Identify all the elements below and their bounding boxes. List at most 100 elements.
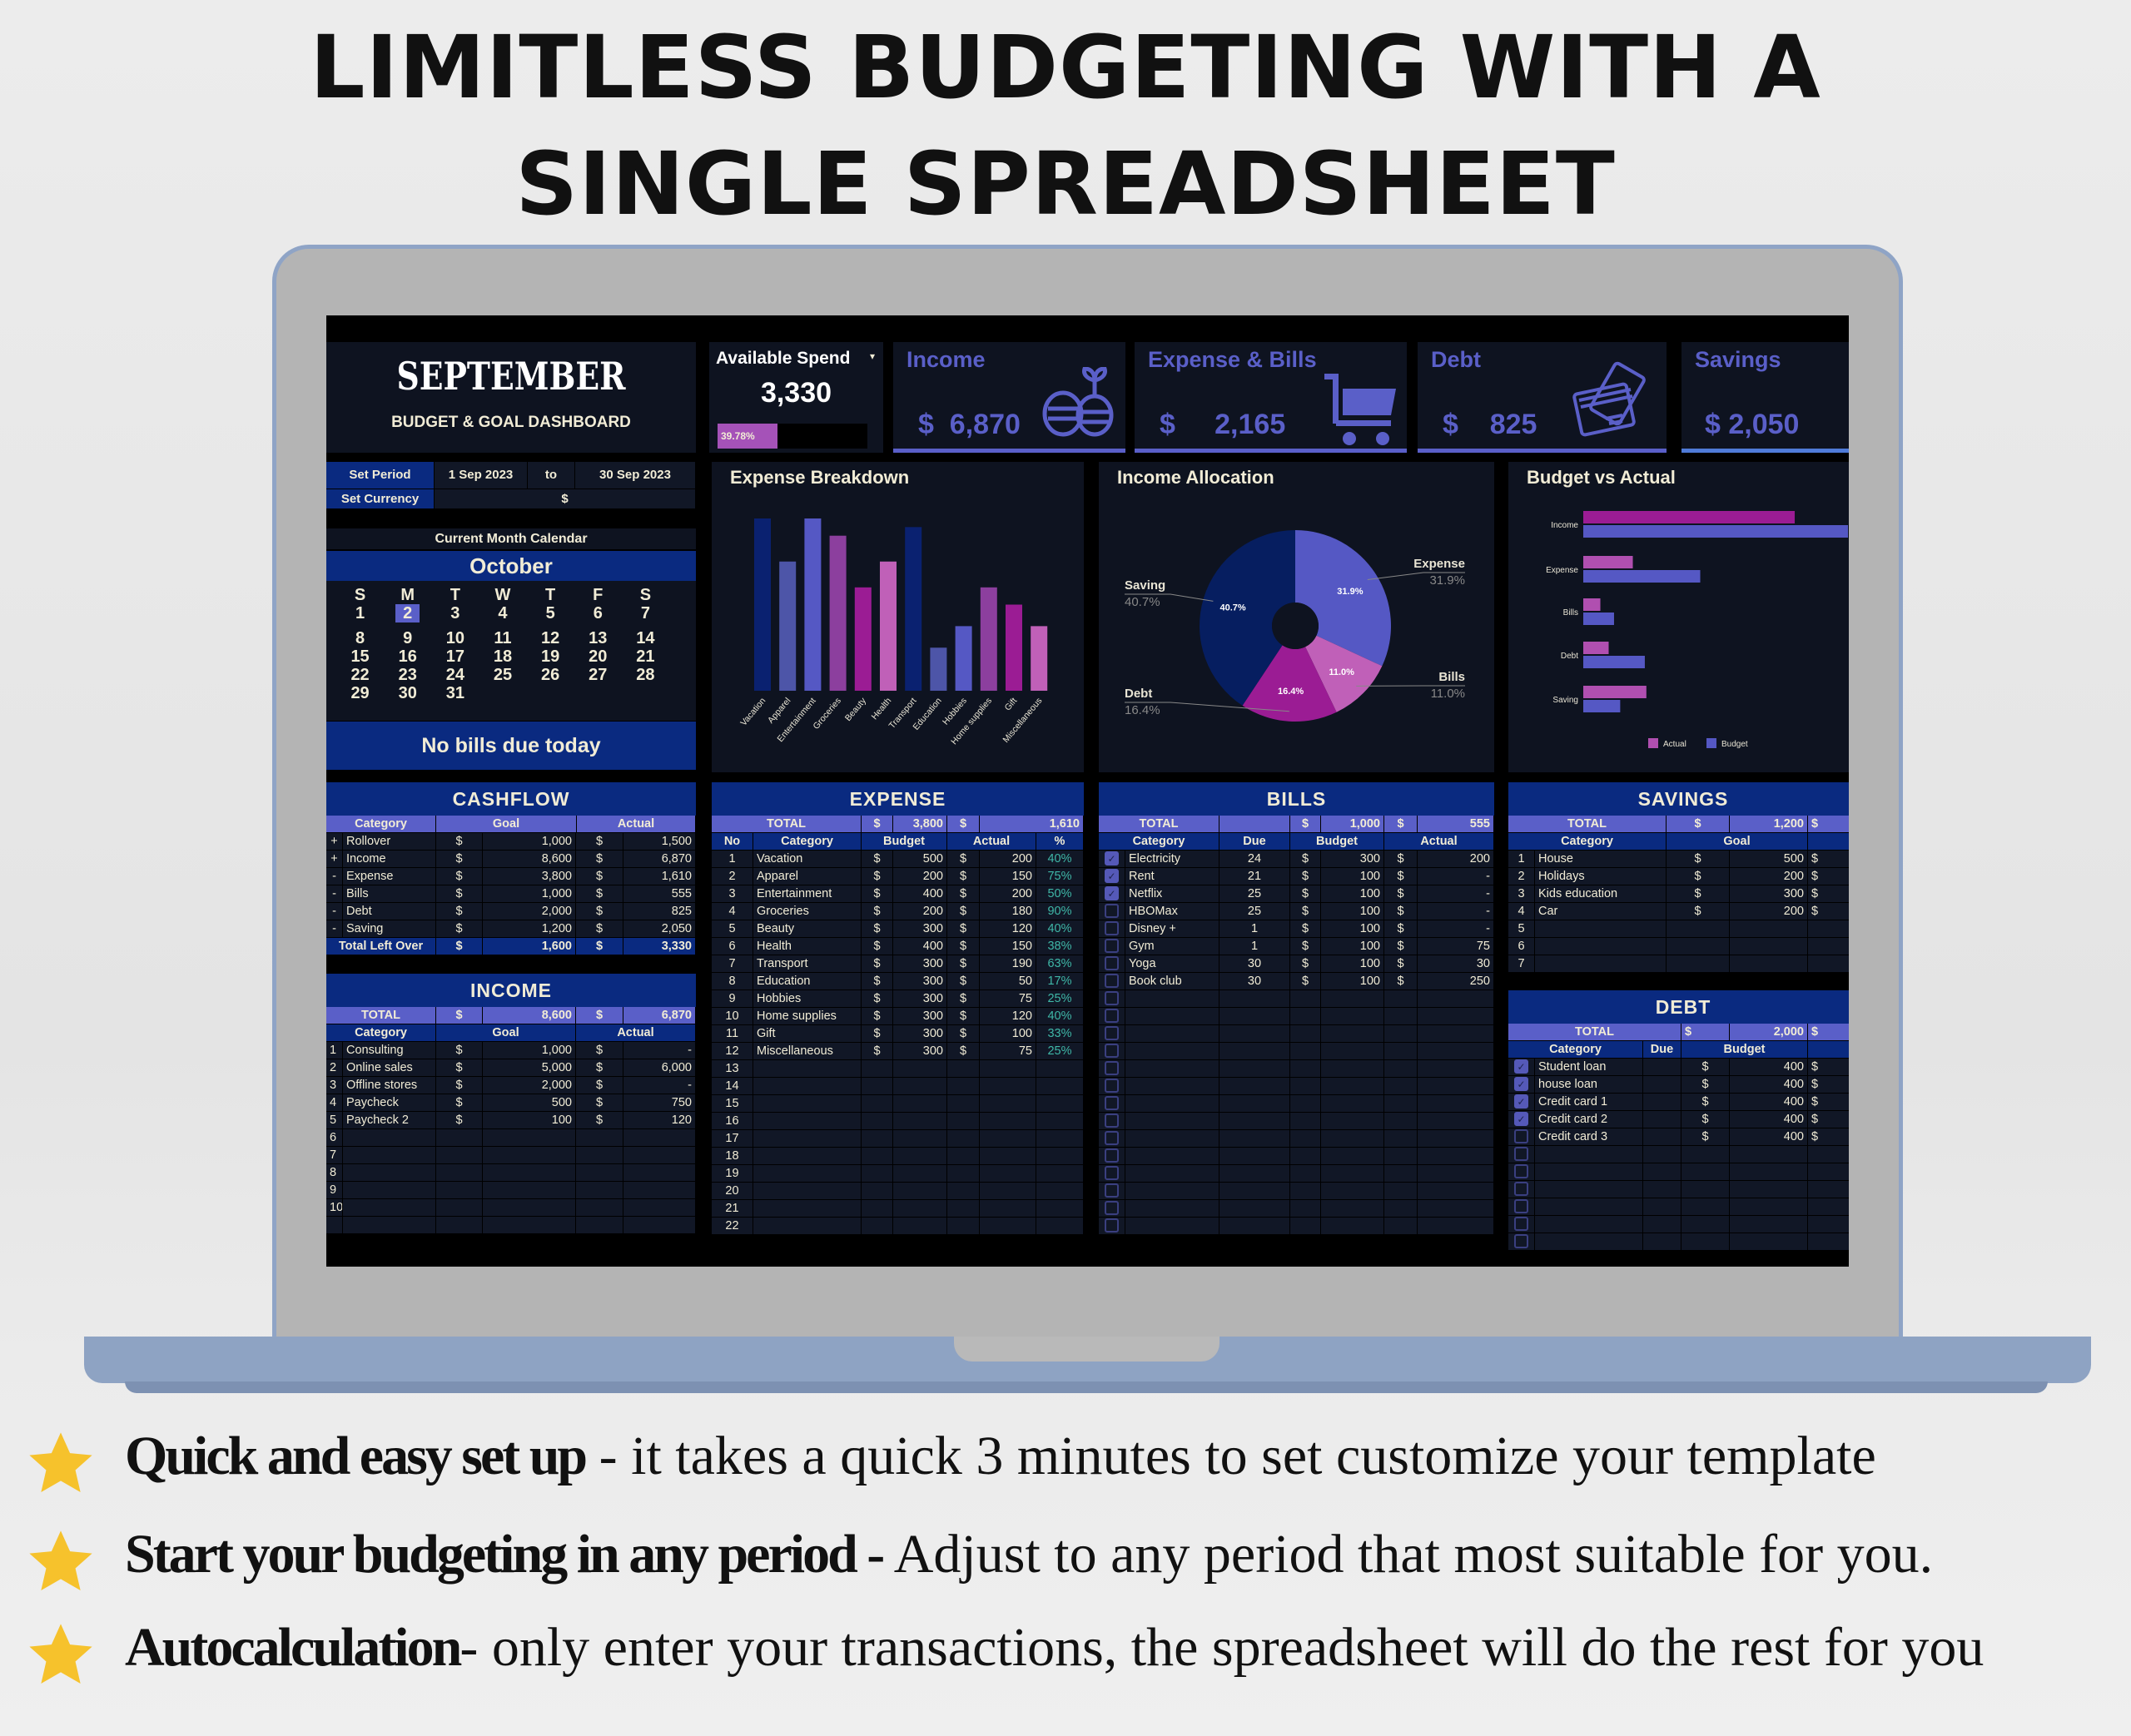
empty-cell[interactable] — [1321, 1165, 1384, 1182]
calendar-day[interactable]: 9 — [403, 629, 413, 647]
empty-cell[interactable] — [1418, 1025, 1494, 1042]
empty-cell[interactable] — [947, 1218, 980, 1234]
empty-cell[interactable] — [1730, 1181, 1808, 1198]
actual-cell[interactable]: 75 — [980, 1043, 1036, 1059]
empty-cell[interactable] — [1384, 1113, 1418, 1129]
category-cell[interactable]: Kids education — [1535, 885, 1667, 902]
checkbox[interactable] — [1099, 1218, 1125, 1234]
empty-cell[interactable] — [1321, 1183, 1384, 1199]
empty-cell[interactable] — [1290, 1113, 1321, 1129]
empty-cell[interactable] — [1321, 1008, 1384, 1024]
empty-cell[interactable] — [483, 1164, 576, 1181]
empty-cell[interactable] — [980, 1165, 1036, 1182]
budget-cell[interactable]: 100 — [1321, 885, 1384, 902]
empty-cell[interactable] — [1321, 1148, 1384, 1164]
empty-cell[interactable] — [1321, 1200, 1384, 1217]
calendar-day[interactable]: 8 — [355, 629, 365, 647]
category-cell[interactable]: Offline stores — [343, 1077, 436, 1094]
empty-cell[interactable] — [623, 1217, 696, 1233]
actual-cell[interactable]: - — [1418, 903, 1494, 920]
empty-cell[interactable] — [1681, 1233, 1730, 1250]
empty-cell[interactable] — [1418, 1218, 1494, 1234]
budget-cell[interactable]: 100 — [1321, 903, 1384, 920]
calendar-day[interactable]: 23 — [398, 666, 417, 684]
calendar-day[interactable] — [622, 684, 669, 702]
calendar-day[interactable]: 10 — [445, 629, 464, 647]
budget-cell[interactable]: 300 — [893, 1008, 947, 1024]
empty-cell[interactable] — [1219, 1060, 1290, 1077]
empty-cell[interactable] — [1290, 1200, 1321, 1217]
dropdown-icon[interactable]: ▾ — [870, 350, 876, 362]
empty-cell[interactable] — [1219, 1078, 1290, 1094]
empty-cell[interactable] — [753, 1148, 862, 1164]
goal-cell[interactable]: 200 — [1730, 868, 1808, 885]
checkbox[interactable] — [1099, 1200, 1125, 1217]
calendar-day[interactable]: 4 — [498, 604, 508, 622]
empty-cell[interactable] — [1808, 920, 1849, 937]
empty-cell[interactable] — [576, 1199, 623, 1216]
checkbox[interactable] — [1099, 1025, 1125, 1042]
empty-cell[interactable] — [1418, 1200, 1494, 1217]
empty-cell[interactable] — [1535, 1181, 1643, 1198]
budget-cell[interactable]: 200 — [893, 903, 947, 920]
empty-cell[interactable] — [893, 1200, 947, 1217]
budget-cell[interactable]: 100 — [1321, 920, 1384, 937]
empty-cell[interactable] — [343, 1147, 436, 1163]
empty-cell[interactable] — [1036, 1095, 1084, 1112]
goal-cell[interactable]: 300 — [1730, 885, 1808, 902]
empty-cell[interactable] — [980, 1078, 1036, 1094]
checkbox[interactable]: ✓ — [1508, 1094, 1535, 1110]
empty-cell[interactable] — [1125, 1025, 1219, 1042]
actual-cell[interactable]: 120 — [980, 920, 1036, 937]
empty-cell[interactable] — [1321, 990, 1384, 1007]
empty-cell[interactable] — [343, 1129, 436, 1146]
budget-cell[interactable]: 100 — [1321, 938, 1384, 955]
checkbox[interactable]: ✓ — [1099, 851, 1125, 867]
empty-cell[interactable] — [1808, 955, 1849, 972]
empty-cell[interactable] — [1125, 1078, 1219, 1094]
empty-cell[interactable] — [1125, 1148, 1219, 1164]
budget-cell[interactable]: 500 — [893, 851, 947, 867]
empty-cell[interactable] — [1290, 1095, 1321, 1112]
empty-cell[interactable] — [893, 1218, 947, 1234]
empty-cell[interactable] — [1125, 1113, 1219, 1129]
empty-cell[interactable] — [1290, 1078, 1321, 1094]
category-cell[interactable]: Student loan — [1535, 1059, 1643, 1075]
empty-cell[interactable] — [1643, 1163, 1681, 1180]
budget-cell[interactable]: 300 — [1321, 851, 1384, 867]
empty-cell[interactable] — [1418, 1078, 1494, 1094]
empty-cell[interactable] — [1290, 1008, 1321, 1024]
empty-cell[interactable] — [1036, 1165, 1084, 1182]
checkbox[interactable] — [1099, 990, 1125, 1007]
actual-cell[interactable]: 180 — [980, 903, 1036, 920]
category-cell[interactable]: Disney + — [1125, 920, 1219, 937]
calendar-day[interactable]: 31 — [445, 684, 464, 702]
category-cell[interactable]: Book club — [1125, 973, 1219, 990]
actual-cell[interactable]: - — [623, 1077, 696, 1094]
empty-cell[interactable] — [893, 1148, 947, 1164]
empty-cell[interactable] — [1384, 1025, 1418, 1042]
empty-cell[interactable] — [1667, 920, 1730, 937]
empty-cell[interactable] — [1384, 1130, 1418, 1147]
empty-cell[interactable] — [623, 1199, 696, 1216]
empty-cell[interactable] — [1290, 1060, 1321, 1077]
empty-cell[interactable] — [1219, 1008, 1290, 1024]
period-start-input[interactable]: 1 Sep 2023 — [435, 462, 528, 489]
empty-cell[interactable] — [1730, 1163, 1808, 1180]
budget-cell[interactable]: 400 — [1730, 1059, 1808, 1075]
actual-cell[interactable]: 200 — [980, 851, 1036, 867]
empty-cell[interactable] — [1808, 1233, 1849, 1250]
category-cell[interactable]: House — [1535, 851, 1667, 867]
empty-cell[interactable] — [1036, 1183, 1084, 1199]
empty-cell[interactable] — [980, 1200, 1036, 1217]
budget-cell[interactable]: 100 — [1321, 973, 1384, 990]
calendar-day[interactable]: 25 — [493, 666, 513, 684]
empty-cell[interactable] — [576, 1164, 623, 1181]
checkbox[interactable] — [1099, 938, 1125, 955]
empty-cell[interactable] — [1535, 1198, 1643, 1215]
empty-cell[interactable] — [1681, 1216, 1730, 1233]
empty-cell[interactable] — [1219, 1095, 1290, 1112]
due-cell[interactable] — [1643, 1059, 1681, 1075]
category-cell[interactable]: Paycheck 2 — [343, 1112, 436, 1128]
category-cell[interactable]: Hobbies — [753, 990, 862, 1007]
